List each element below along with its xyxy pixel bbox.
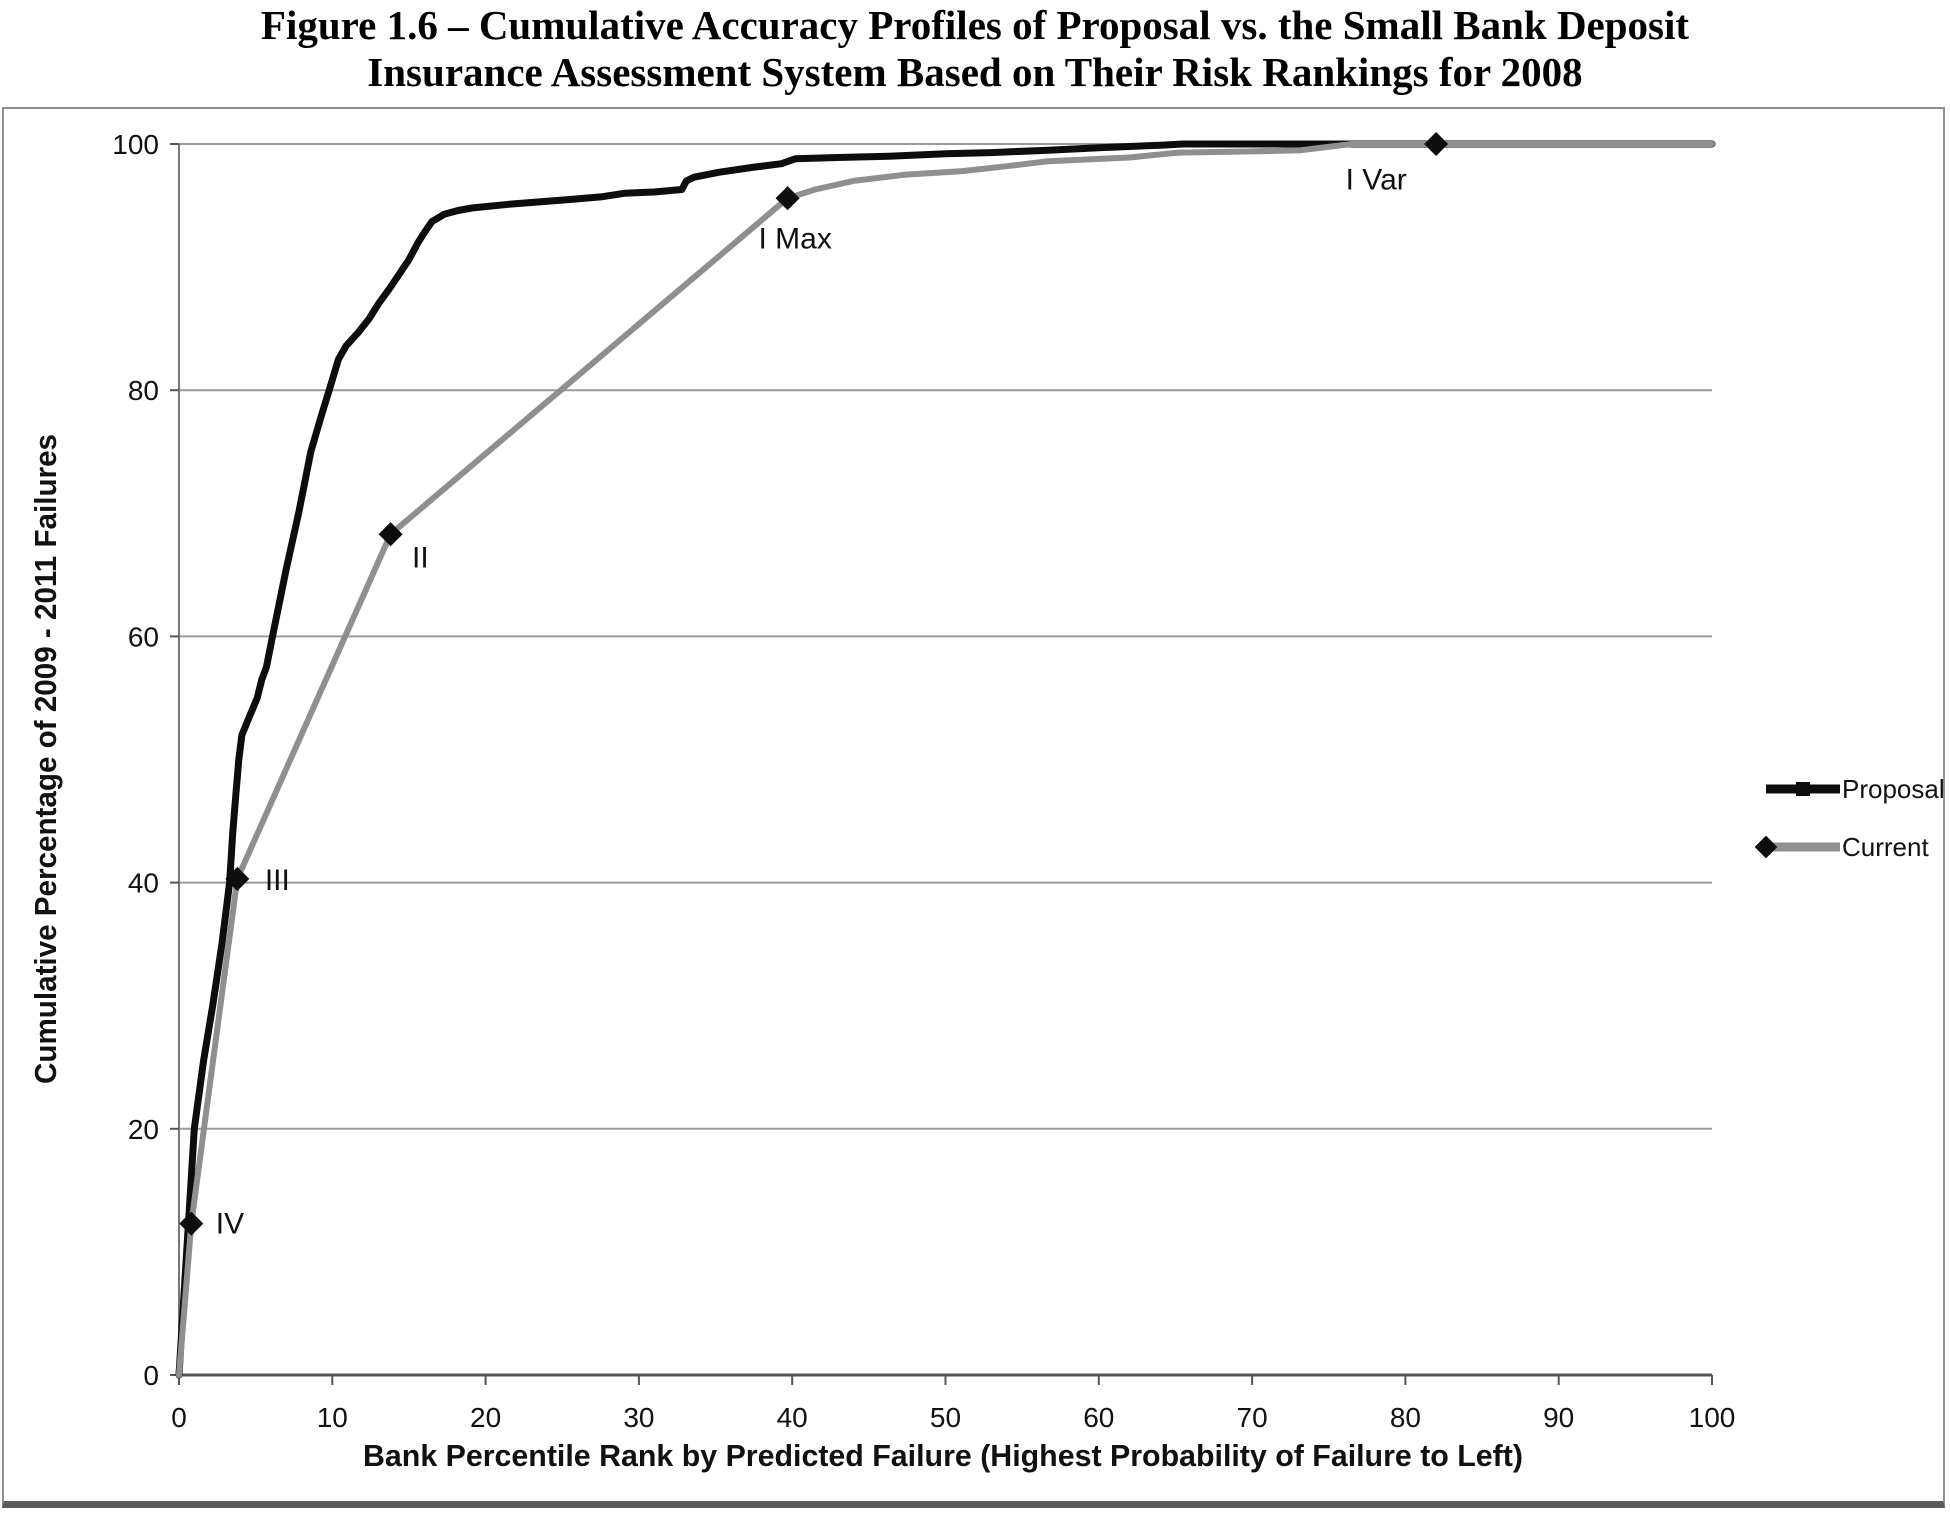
x-tick-label-50: 50 [930,1402,961,1433]
x-tick-label-10: 10 [317,1402,348,1433]
figure-title-line-2: Insurance Assessment System Based on The… [367,49,1583,95]
point-label-iv: IV [216,1207,244,1240]
x-tick-label-30: 30 [623,1402,654,1433]
x-tick-label-0: 0 [171,1402,187,1433]
x-tick-label-100: 100 [1689,1402,1736,1433]
legend-diamond-marker-icon [1754,835,1778,859]
marker-diamond-iv [179,1211,204,1236]
legend-square-marker-icon [1796,782,1810,796]
y-tick-label-0: 0 [143,1360,159,1391]
series-line-proposal [175,140,1716,1379]
figure-title: Figure 1.6 – Cumulative Accuracy Profile… [0,2,1950,96]
chart-area: 0 10 20 30 40 50 60 70 80 90 100 0 20 40 60 80 100 IV III I… [2,107,1945,1508]
legend-label-proposal: Proposal [1842,774,1943,804]
figure-title-line-1: Figure 1.6 – Cumulative Accuracy Profile… [260,2,1690,48]
point-label-i-var: I Var [1346,164,1407,197]
x-tick-label-80: 80 [1390,1402,1421,1433]
x-tick-label-90: 90 [1543,1402,1574,1433]
y-axis-title: Cumulative Percentage of 2009 - 2011 Fai… [28,434,63,1084]
y-tick-label-60: 60 [128,621,159,652]
y-tick-label-20: 20 [128,1114,159,1145]
x-tick-label-40: 40 [777,1402,808,1433]
y-tick-label-80: 80 [128,375,159,406]
point-label-iii: III [265,864,290,897]
legend-label-current: Current [1842,832,1929,862]
x-axis-title: Bank Percentile Rank by Predicted Failur… [363,1438,1523,1473]
point-label-ii: II [412,541,429,574]
chart-svg: 0 10 20 30 40 50 60 70 80 90 100020406080100IVIIII… [28,129,1943,1473]
x-tick-label-60: 60 [1083,1402,1114,1433]
x-tick-label-20: 20 [470,1402,501,1433]
point-label-i-max: I Max [758,223,831,256]
x-tick-label-70: 70 [1237,1402,1268,1433]
series-line-current [176,141,1715,1378]
y-tick-label-100: 100 [112,129,159,160]
marker-diamond-i-var [1424,131,1449,157]
y-tick-label-40: 40 [128,868,159,899]
